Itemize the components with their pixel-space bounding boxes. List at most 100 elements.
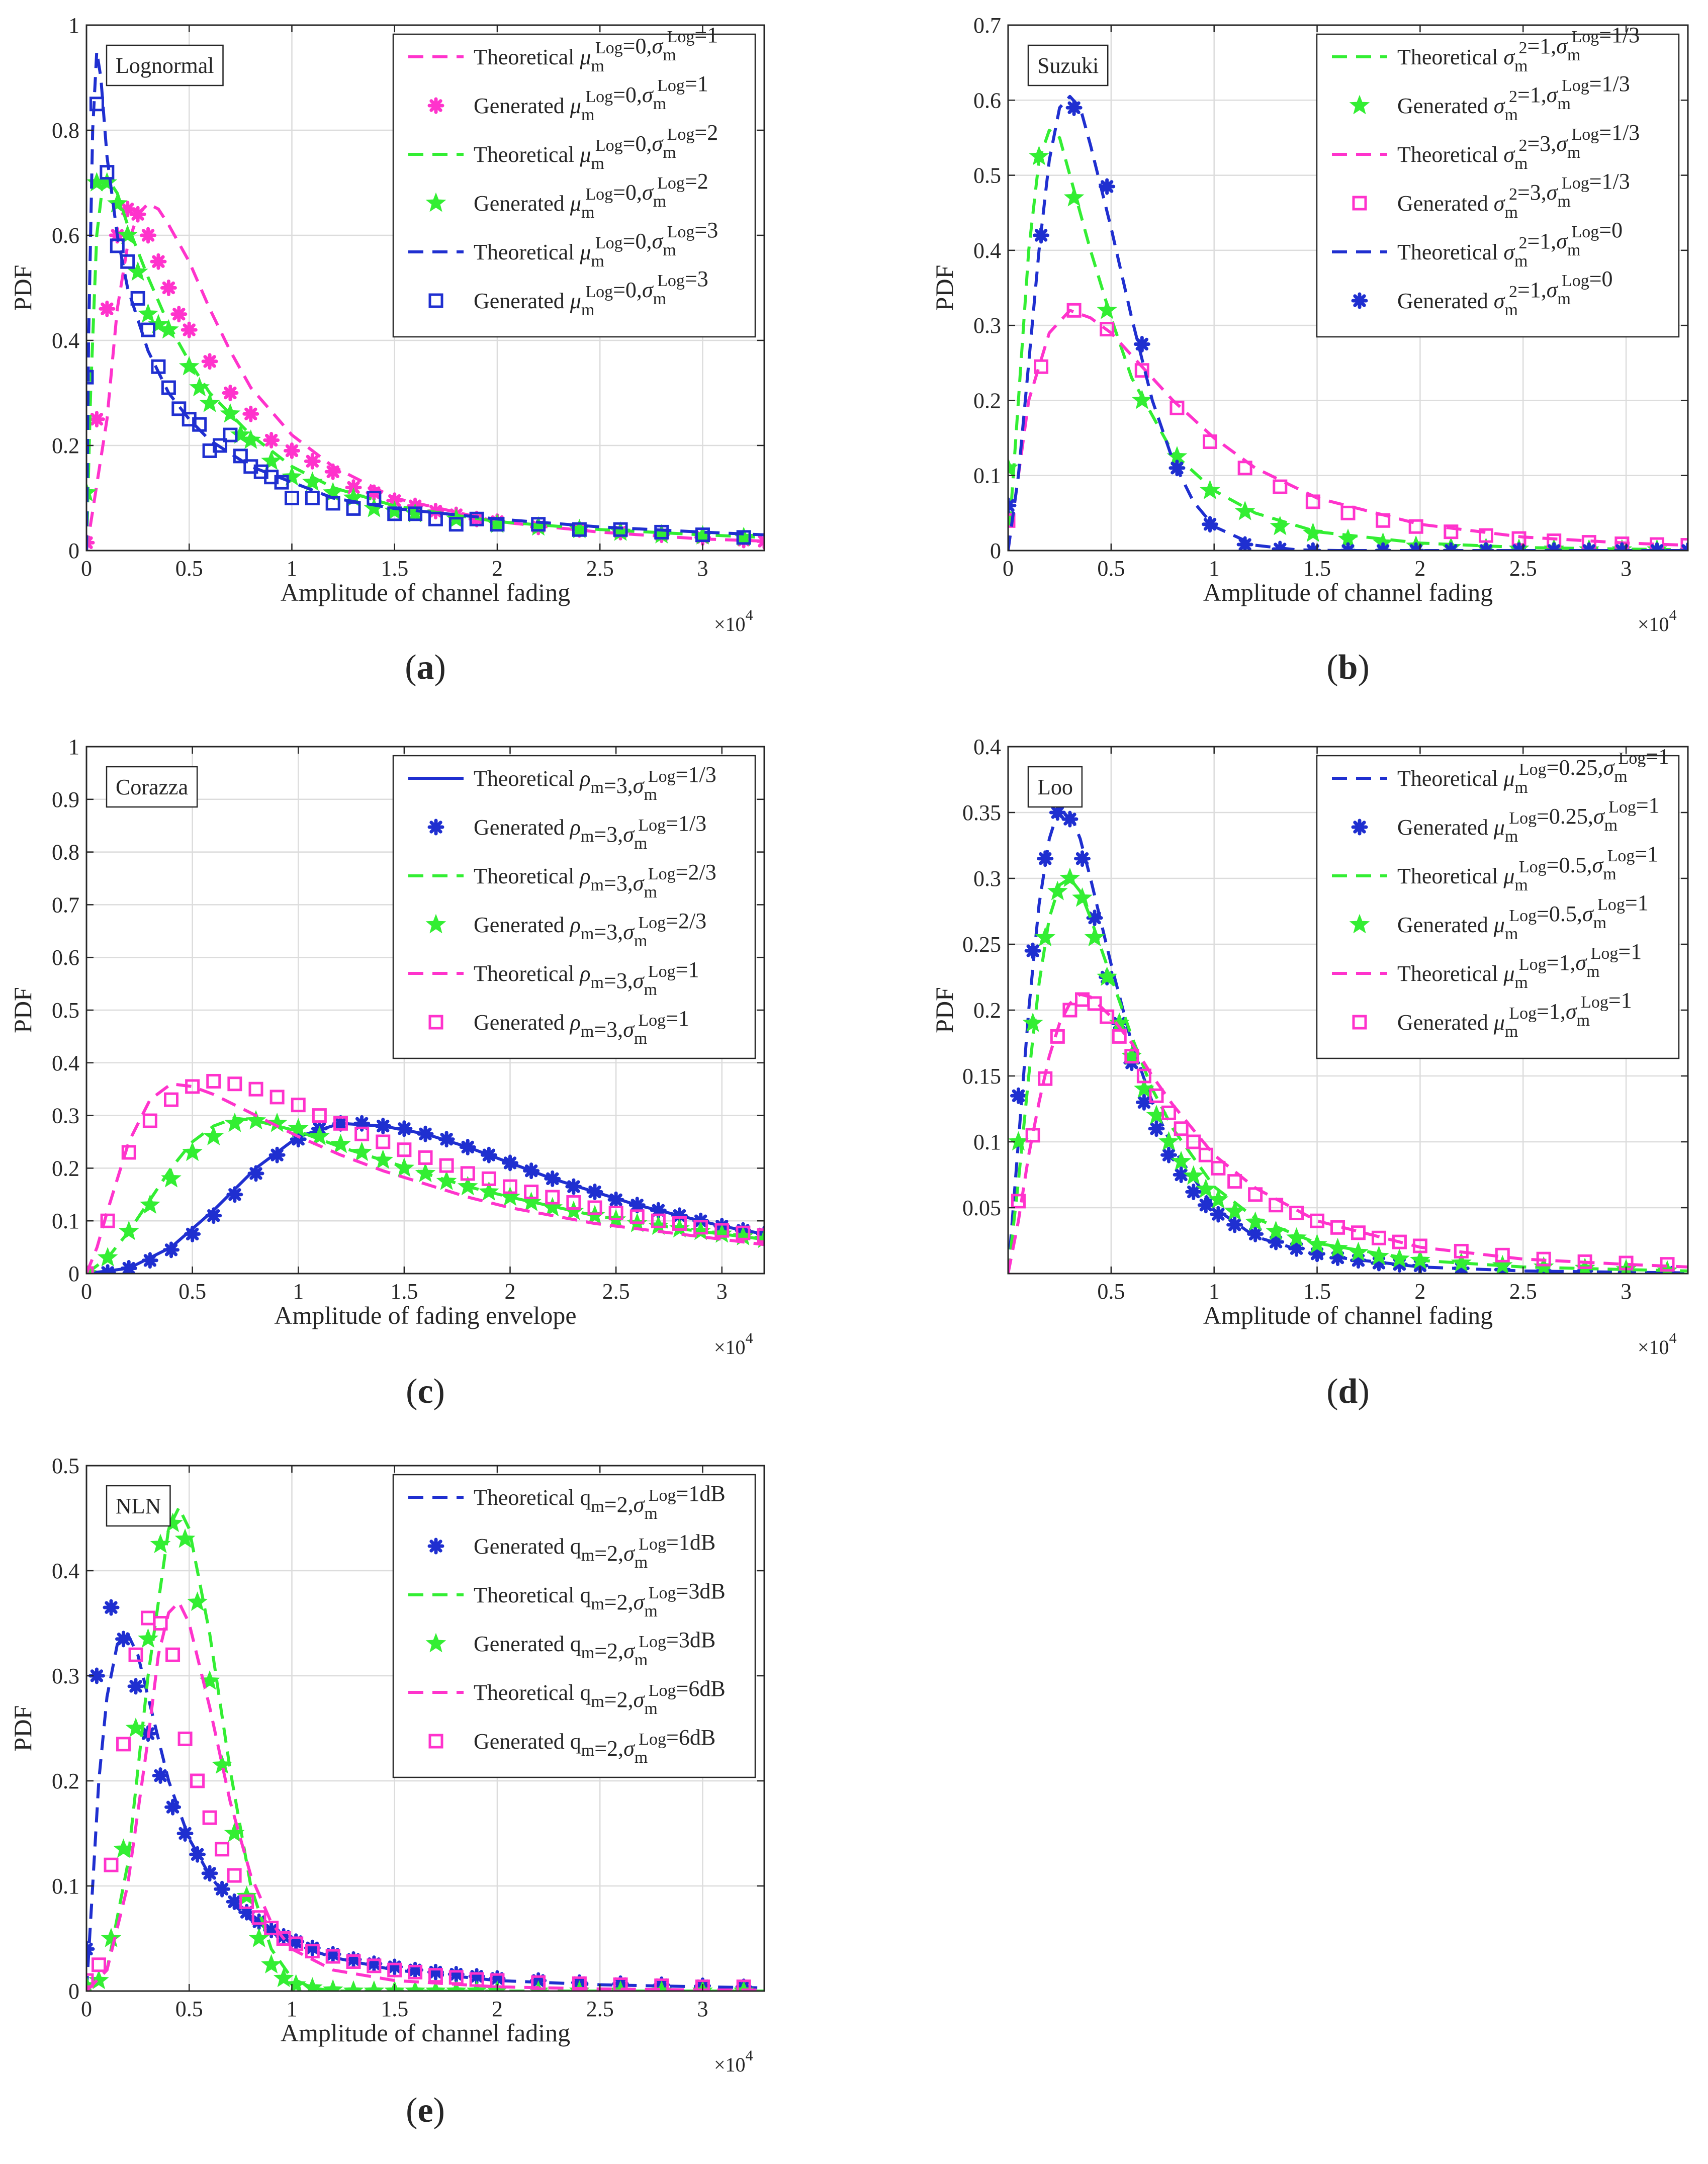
legend-item-1: Generated σm2=1,σmLog=1/3 xyxy=(1349,71,1630,124)
model-label-box xyxy=(106,766,198,808)
caption-close: ) xyxy=(434,648,446,687)
marker-star xyxy=(148,314,169,333)
legend-value: =3, xyxy=(604,871,633,895)
marker-square xyxy=(325,496,340,511)
marker-dot xyxy=(612,1196,620,1204)
legend-symbol: σ xyxy=(1575,950,1587,975)
y-tick-label: 0.3 xyxy=(52,1664,79,1688)
chart-e: 0 0.5 1 1.5 2 2.5 3 0 0.1 0.2 0.3 0.4 0.5 Amplitude o… xyxy=(9,1454,765,2130)
legend-symbol: ρ xyxy=(569,1010,581,1035)
marker-square xyxy=(1248,1187,1263,1202)
marker-square xyxy=(408,506,423,521)
marker-square xyxy=(141,322,156,337)
marker-square xyxy=(227,1868,242,1883)
marker-square xyxy=(531,1975,546,1990)
x-multiplier: ×104 xyxy=(1638,1330,1677,1359)
legend-label: Generated ρm=3,σmLog=2/3 xyxy=(474,909,706,950)
marker-star xyxy=(138,303,158,323)
marker-star xyxy=(107,193,128,213)
marker-dot xyxy=(432,102,440,110)
legend-subscript: m xyxy=(1557,95,1570,113)
marker-square xyxy=(1305,494,1320,509)
legend-superscript: Log xyxy=(1619,749,1646,768)
legend-symbol: μ xyxy=(570,191,581,216)
legend-symbol: σ xyxy=(1494,289,1506,313)
legend-subscript: m xyxy=(591,1692,604,1711)
marker-dot xyxy=(329,1950,337,1958)
marker-star xyxy=(199,392,220,412)
legend-superscript: Log xyxy=(667,125,695,144)
x-tick-label: 3 xyxy=(1621,1279,1632,1304)
series-markers-5 xyxy=(1008,99,1688,551)
marker-square xyxy=(305,491,320,505)
model-label: Suzuki xyxy=(1037,53,1099,78)
marker-star xyxy=(1348,1241,1369,1261)
marker-square xyxy=(469,511,484,526)
marker-dot xyxy=(654,1206,663,1215)
legend-superscript: Log xyxy=(1608,798,1636,817)
marker-dot xyxy=(1241,540,1249,549)
legend-item-3: Generated ρm=3,σmLog=2/3 xyxy=(425,909,706,950)
marker-dot xyxy=(1653,547,1661,551)
marker-square xyxy=(1454,1243,1469,1258)
legend-item-2: Theoretical σm2=3,σmLog=1/3 xyxy=(1332,120,1640,173)
legend-subscript: m xyxy=(581,1546,594,1565)
legend-value: =1 xyxy=(1635,842,1658,866)
marker-star xyxy=(1195,1178,1216,1198)
legend-superscript: Log xyxy=(1562,76,1589,95)
marker-dot xyxy=(230,1898,239,1906)
legend-symbol: σ xyxy=(1603,755,1615,780)
legend-subscript: m xyxy=(581,827,594,846)
legend-subscript: m xyxy=(653,290,666,308)
marker-square xyxy=(1237,461,1252,476)
legend-superscript: Log xyxy=(1581,993,1608,1012)
marker-dot xyxy=(246,410,255,418)
marker-square xyxy=(215,1842,230,1857)
x-multiplier-base: ×10 xyxy=(1638,613,1669,636)
y-tick-label: 0.6 xyxy=(52,223,79,248)
x-tick-label: 1.5 xyxy=(390,1279,418,1304)
legend-value: =3 xyxy=(685,266,708,291)
x-tick-label: 3 xyxy=(697,1997,708,2021)
legend-subscript: m xyxy=(653,192,666,211)
marker-dot xyxy=(242,1908,251,1917)
legend-item-4: Theoretical μmLog=0,σmLog=3 xyxy=(408,218,718,270)
marker-square xyxy=(142,1113,157,1128)
legend-box xyxy=(392,33,756,338)
legend-item-4: Theoretical ρm=3,σmLog=1 xyxy=(408,957,699,999)
series-line-4 xyxy=(86,1600,764,1991)
legend-symbol: σ xyxy=(1592,853,1604,877)
marker-square xyxy=(714,1223,730,1238)
y-tick-label: 0.1 xyxy=(52,1209,79,1233)
marker-square xyxy=(376,1134,391,1149)
x-tick-label: 2 xyxy=(492,556,503,581)
legend-symbol: σ xyxy=(1547,82,1559,107)
legend-symbol: σ xyxy=(633,773,645,798)
marker-dot xyxy=(132,1682,140,1690)
marker-dot xyxy=(1333,1253,1342,1262)
legend-label: Theoretical qm=2,σmLog=3dB xyxy=(474,1579,726,1620)
marker-dot xyxy=(527,1166,535,1175)
marker-dot xyxy=(181,1829,190,1838)
y-tick-label: 0.4 xyxy=(52,1051,79,1075)
marker-square xyxy=(346,1954,361,1969)
marker-square xyxy=(151,359,166,374)
x-axis-label: Amplitude of channel fading xyxy=(1203,578,1493,606)
legend-symbol: σ xyxy=(652,229,664,253)
caption-open: ( xyxy=(406,2091,417,2130)
marker-dot xyxy=(123,205,132,213)
marker-dot xyxy=(349,1955,358,1964)
y-axis-label: PDF xyxy=(930,265,958,311)
legend-symbol: σ xyxy=(623,822,635,847)
legend-item-2: Theoretical ρm=3,σmLog=2/3 xyxy=(408,860,716,901)
legend-prefix: Theoretical xyxy=(1397,45,1503,69)
marker-dot xyxy=(633,1201,642,1209)
marker-square xyxy=(213,438,228,453)
marker-star xyxy=(425,192,446,212)
marker-square xyxy=(654,524,669,539)
legend-symbol: σ xyxy=(634,1590,646,1614)
legend-symbol: σ xyxy=(623,920,635,944)
y-tick-label: 0.2 xyxy=(52,433,79,458)
legend-value: =1 xyxy=(1608,988,1632,1013)
